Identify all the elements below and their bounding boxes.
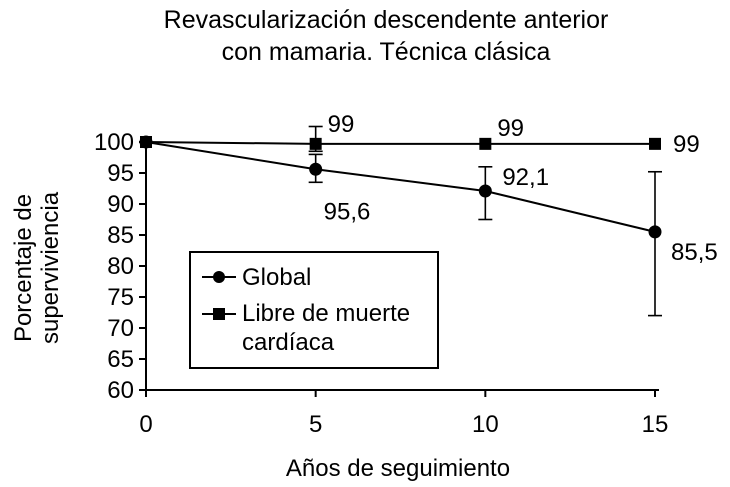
y-axis-label-line-1: Porcentaje de [10,194,37,342]
y-tick-label: 95 [107,160,134,187]
y-tick-label: 85 [107,222,134,249]
x-axis-ticks: 0 5 10 15 [139,390,668,438]
series-layer: 95,6 92,1 85,5 99 99 99 [139,111,718,317]
series-cardiac: 99 99 99 [140,111,700,158]
chart-title-line-2: con mamaria. Técnica clásica [222,38,551,66]
y-axis-label-line-2: superviviencia [37,191,64,344]
legend: Global Libre de muerte cardíaca [189,251,439,369]
data-label: 95,6 [324,198,371,225]
series-line [145,141,656,233]
x-tick-label: 0 [139,411,152,438]
y-tick-label: 60 [107,377,134,404]
chart-title: Revascularización descendente anterior c… [164,6,609,66]
data-point [309,137,322,150]
data-label: 85,5 [671,239,718,266]
data-label: 99 [673,131,700,158]
y-tick-label: 90 [107,191,134,218]
y-tick-label: 65 [107,346,134,373]
data-point [649,137,661,150]
y-axis-label: Porcentaje de superviviencia [10,191,64,344]
series-line [145,141,655,145]
legend-box [189,251,439,369]
legend-label-cardiac-line-1: Libre de muerte [242,300,410,327]
legend-label-cardiac-line-2: cardíaca [242,329,335,356]
chart-title-line-1: Revascularización descendente anterior [164,6,609,34]
y-tick-label: 100 [94,129,134,156]
legend-label-global: Global [242,264,311,291]
y-tick-label: 75 [107,284,134,311]
data-label: 99 [497,115,524,142]
x-tick-label: 15 [642,411,669,438]
x-tick-label: 10 [472,411,499,438]
y-axis-ticks: 60 65 70 75 80 85 90 95 100 [94,129,146,404]
data-point [478,184,492,198]
data-point [309,162,323,176]
data-label: 92,1 [502,164,549,191]
axes [145,138,659,391]
y-tick-label: 70 [107,315,134,342]
legend-marker-cardiac [213,308,225,320]
data-label: 99 [328,111,355,138]
data-point [140,136,152,148]
data-point [648,225,662,239]
y-tick-label: 80 [107,253,134,280]
x-tick-label: 5 [309,411,322,438]
x-axis-label: Años de seguimiento [286,455,510,482]
legend-marker-global [213,271,225,283]
data-point [479,137,492,150]
